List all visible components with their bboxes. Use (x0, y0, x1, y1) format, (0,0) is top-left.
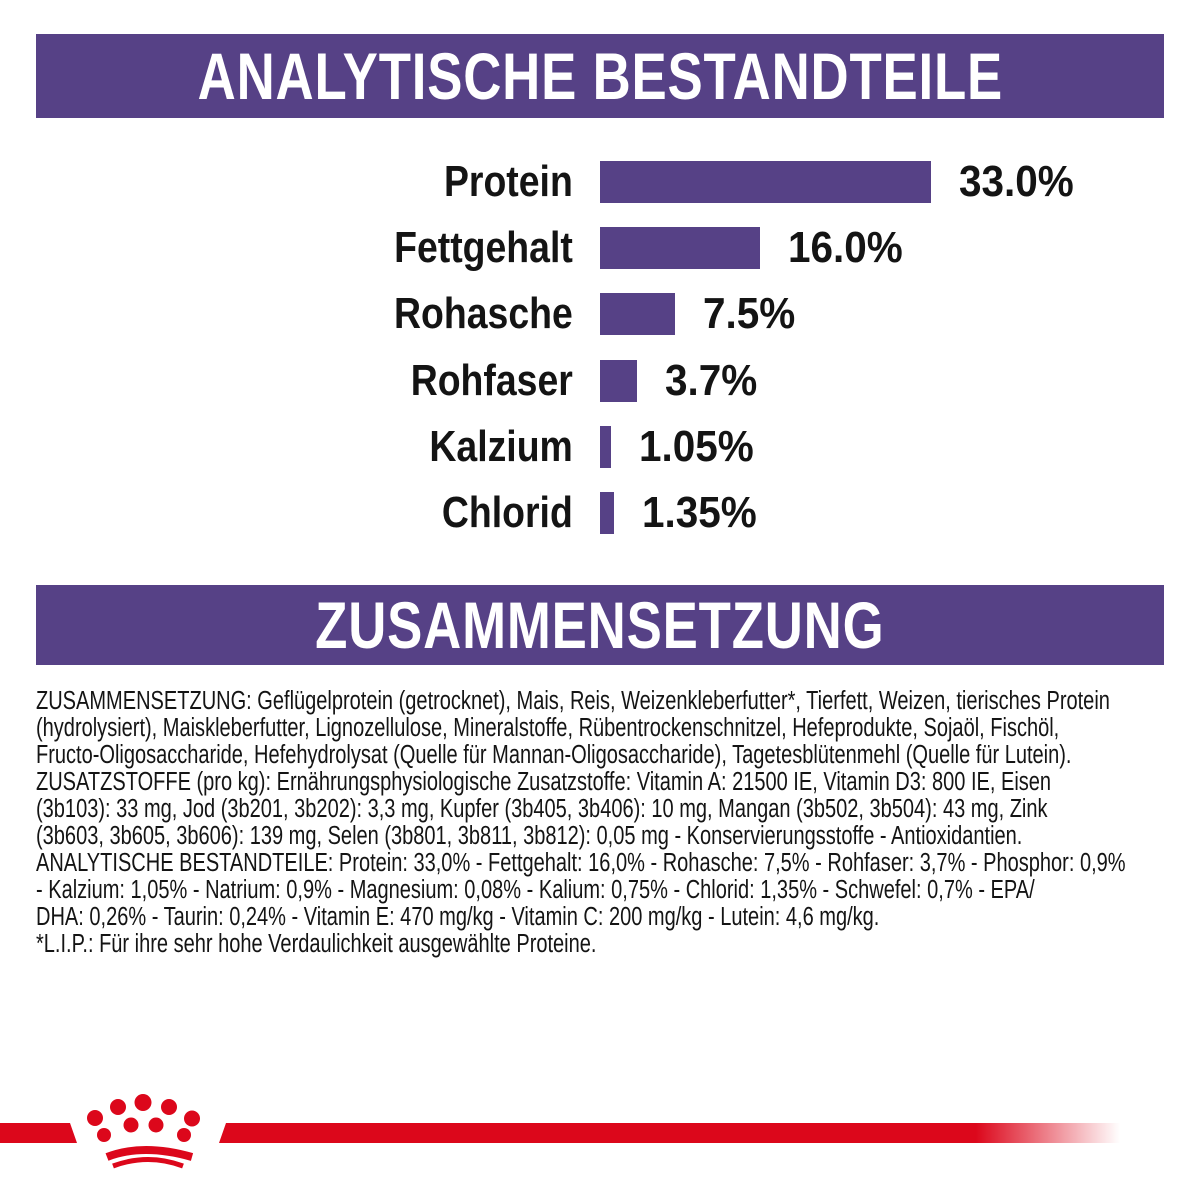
chart-value-rohasche: 7.5% (703, 289, 796, 339)
chart-bar-fettgehalt (600, 227, 761, 270)
composition-line-1: ZUSAMMENSETZUNG: Geflügelprotein (getroc… (36, 687, 1110, 715)
chart-row-rohfaser: Rohfaser 3.7% (0, 348, 1200, 414)
chart-bar-kalzium (600, 425, 611, 468)
chart-row-chlorid: Chlorid 1.35% (0, 480, 1200, 546)
composition-line-10: *L.I.P.: Für ihre sehr hohe Verdaulichke… (36, 930, 597, 958)
chart-label-protein: Protein (443, 157, 573, 207)
chart-value-chlorid: 1.35% (641, 488, 757, 538)
chart-bar-protein (600, 161, 931, 204)
chart-bar-chlorid (600, 492, 614, 535)
composition-banner: ZUSAMMENSETZUNG (36, 585, 1164, 665)
chart-label-rohfaser: Rohfaser (410, 355, 573, 405)
chart-label-chlorid: Chlorid (441, 488, 573, 538)
chart-value-kalzium: 1.05% (638, 421, 754, 471)
chart-row-kalzium: Kalzium 1.05% (0, 414, 1200, 480)
composition-line-6: (3b603, 3b605, 3b606): 139 mg, Selen (3b… (36, 822, 1023, 850)
composition-line-5: (3b103): 33 mg, Jod (3b201, 3b202): 3,3 … (36, 795, 1048, 823)
composition-line-7: ANALYTISCHE BESTANDTEILE: Protein: 33,0%… (36, 849, 1126, 877)
footer-red-ribbon-right (219, 1123, 1120, 1143)
chart-label-kalzium: Kalzium (429, 421, 573, 471)
composition-line-2: (hydrolysiert), Maiskleberfutter, Lignoz… (36, 714, 1060, 742)
chart-row-rohasche: Rohasche 7.5% (0, 281, 1200, 347)
chart-label-fettgehalt: Fettgehalt (394, 223, 573, 273)
composition-line-4: ZUSATZSTOFFE (pro kg): Ernährungsphysiol… (36, 768, 1052, 796)
nutrient-bar-chart: Protein 33.0% Fettgehalt 16.0% Rohasche 7.5% R… (0, 149, 1200, 546)
composition-line-3: Fructo-Oligosaccharide, Hefehydrolysat (… (36, 741, 1072, 769)
composition-line-8: - Kalzium: 1,05% - Natrium: 0,9% - Magne… (36, 876, 1035, 904)
chart-row-fettgehalt: Fettgehalt 16.0% (0, 215, 1200, 281)
composition-line-9: DHA: 0,26% - Taurin: 0,24% - Vitamin E: … (36, 903, 880, 931)
chart-label-rohasche: Rohasche (394, 289, 573, 339)
chart-value-fettgehalt: 16.0% (788, 223, 904, 273)
chart-bar-rohasche (600, 293, 676, 336)
analytical-components-banner: ANALYTISCHE BESTANDTEILE (36, 34, 1164, 118)
chart-value-rohfaser: 3.7% (665, 355, 758, 405)
composition-ingredients-text: ZUSAMMENSETZUNG: Geflügelprotein (getroc… (36, 688, 1200, 958)
composition-title: ZUSAMMENSETZUNG (315, 588, 885, 662)
royal-canin-crown-logo (87, 1094, 200, 1169)
chart-bar-rohfaser (600, 359, 638, 402)
analytical-components-title: ANALYTISCHE BESTANDTEILE (197, 39, 1003, 113)
chart-row-protein: Protein 33.0% (0, 149, 1200, 215)
chart-value-protein: 33.0% (958, 157, 1074, 207)
footer-red-ribbon-left (0, 1123, 77, 1143)
